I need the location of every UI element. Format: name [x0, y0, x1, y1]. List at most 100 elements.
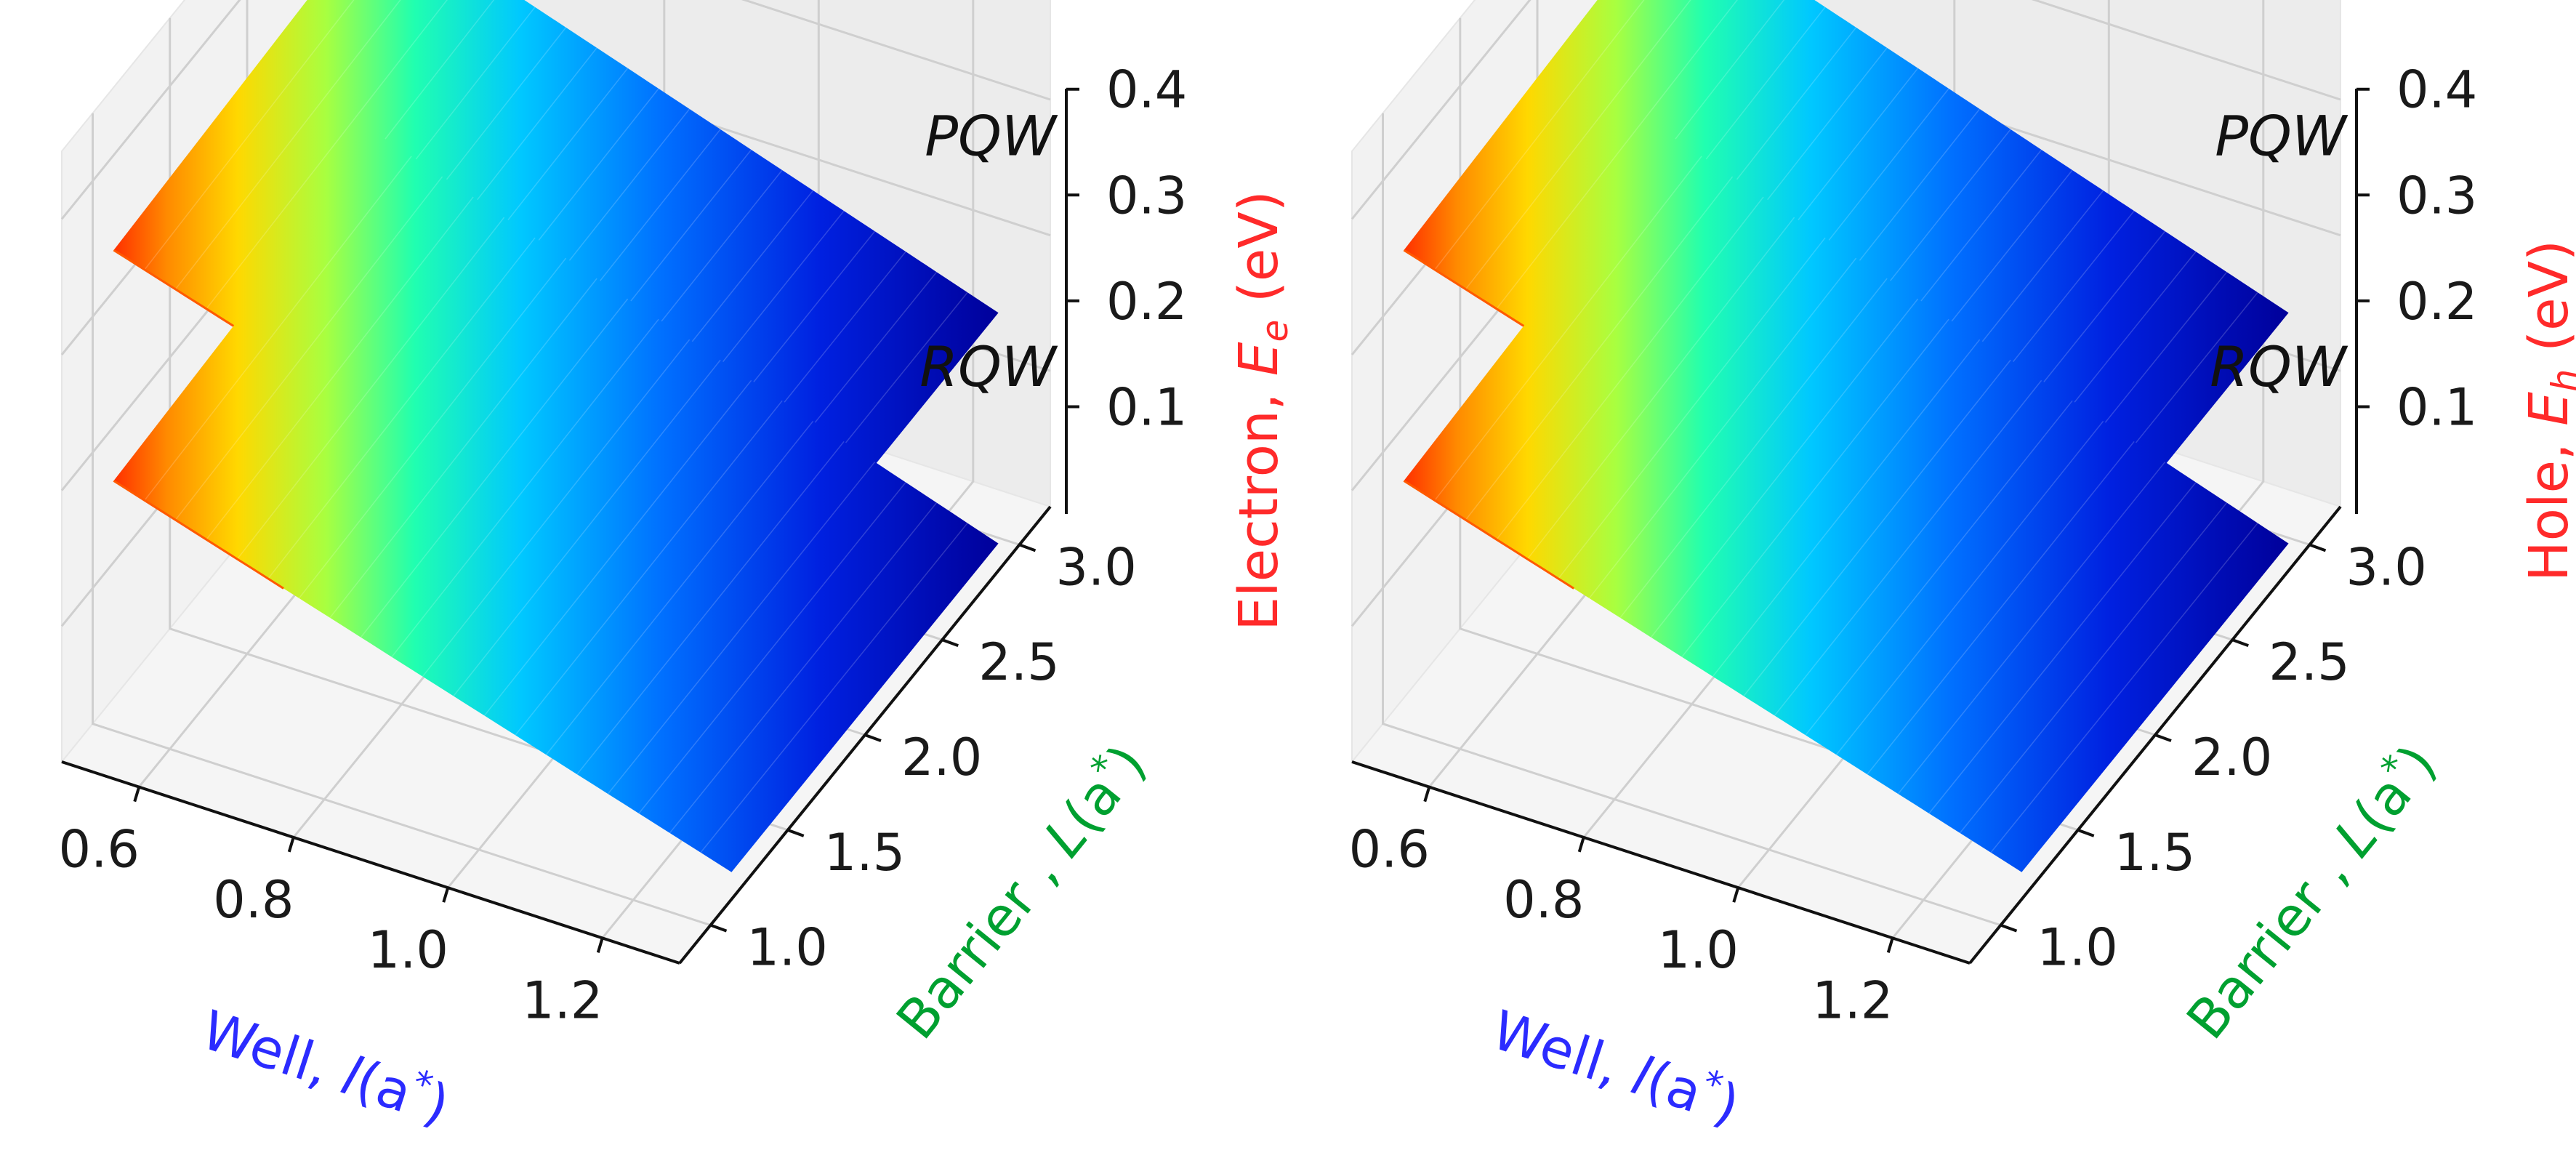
surface-mesh-line — [391, 318, 659, 658]
gridline-energy — [60, 0, 241, 220]
surface-mesh-line — [453, 359, 721, 696]
barrier-tick-label: 1.0 — [2037, 918, 2118, 978]
barrier-tick-label: 3.0 — [1056, 537, 1137, 597]
barrier-tick-label: 1.5 — [2114, 823, 2195, 882]
surface-mesh-line — [1712, 339, 1981, 678]
well-tick — [1886, 937, 1894, 953]
surface-mesh-line — [638, 482, 906, 814]
surface-edge — [1403, 480, 1575, 590]
surface-mesh-line — [206, 0, 448, 310]
surface-rqw-mesh — [1404, 135, 2289, 872]
well-tick-label: 0.6 — [1349, 820, 1430, 880]
surface-mesh-line — [1835, 420, 2104, 755]
series-label-pqw: PQW — [925, 104, 1058, 169]
surface-mesh-line — [1774, 379, 2042, 716]
well-axis-title: Well, l(a*) — [1484, 994, 1747, 1137]
surface-mesh-line — [1558, 237, 1826, 579]
energy-axis-title: Electron, Ee (eV) — [1228, 190, 1296, 631]
energy-tick-label: 0.2 — [2396, 272, 2477, 331]
surface-mesh-line — [607, 461, 876, 795]
barrier-tick — [941, 638, 959, 648]
surface-mesh-line — [206, 196, 474, 540]
barrier-tick-label: 2.5 — [2269, 632, 2349, 692]
energy-tick-label: 0.1 — [1106, 378, 1187, 438]
surface-rqw — [1403, 135, 2289, 872]
surface-rqw — [113, 135, 999, 872]
well-tick-label: 1.2 — [1812, 970, 1893, 1030]
surface-mesh-line — [174, 176, 443, 520]
energy-tick-label: 0.3 — [2396, 166, 2477, 225]
surface-mesh-line — [1496, 196, 1764, 540]
surface-mesh-line — [1465, 176, 1734, 520]
series-label-rqw: RQW — [2210, 334, 2348, 399]
surface-mesh-line — [515, 400, 783, 736]
series-label-pqw: PQW — [2215, 104, 2348, 169]
surface-mesh-line — [1743, 359, 2011, 696]
surface-mesh-line — [1434, 156, 1702, 501]
well-tick — [1732, 887, 1740, 903]
well-tick — [596, 937, 604, 953]
barrier-tick-label: 2.0 — [901, 728, 982, 787]
surface-mesh-line — [360, 298, 629, 638]
barrier-tick — [2309, 543, 2327, 552]
surface-mesh-line — [483, 379, 752, 716]
surface-mesh-line — [700, 523, 968, 853]
barrier-tick — [709, 923, 728, 933]
surface-mesh-line — [1650, 298, 1919, 638]
surface-mesh-line — [1959, 502, 2228, 834]
electron-energy-chart: PQW RQW 0.6 0.8 1.0 1.2 1.0 1.5 2.0 2.5 3.0 0.1 0.2 0… — [59, 0, 1296, 1137]
well-axis-line — [1351, 760, 1971, 965]
well-tick-label: 1.0 — [368, 920, 448, 980]
well-tick-label: 1.2 — [522, 970, 603, 1030]
well-tick-label: 0.8 — [213, 870, 294, 930]
surface-mesh-line — [1990, 523, 2258, 853]
energy-axis-title: Hole, Eh (eV) — [2518, 240, 2576, 582]
well-tick-label: 1.0 — [1658, 920, 1739, 980]
barrier-tick — [2077, 828, 2095, 837]
energy-tick-label: 0.4 — [1106, 60, 1187, 120]
surface-mesh-line — [1805, 400, 2073, 736]
surface-mesh-line — [236, 217, 505, 560]
surface-mesh-line — [267, 237, 536, 579]
well-axis-title: Well, l(a*) — [194, 994, 457, 1137]
surface-mesh-line — [1897, 461, 2166, 795]
surface-mesh-line — [1465, 0, 1691, 290]
well-tick — [133, 787, 141, 803]
surface-mesh-line — [1928, 482, 2197, 814]
well-axis-line — [61, 760, 680, 965]
gridline-energy — [1351, 0, 1531, 220]
barrier-tick-label: 1.5 — [824, 823, 905, 882]
barrier-tick-label: 3.0 — [2346, 537, 2427, 597]
surface-mesh-line — [1496, 0, 1738, 310]
surface-mesh-line — [1619, 278, 1888, 619]
surface-edge — [113, 480, 284, 590]
surface-mesh-line — [1434, 0, 1645, 270]
barrier-tick-label: 2.5 — [978, 632, 1059, 692]
surface-mesh-line — [545, 420, 814, 755]
surface-mesh-line — [329, 278, 597, 619]
well-tick — [1577, 837, 1585, 853]
well-tick-label: 0.6 — [59, 820, 140, 880]
barrier-tick-label: 2.0 — [2191, 728, 2272, 787]
well-tick — [442, 887, 450, 903]
barrier-tick — [2000, 923, 2018, 933]
well-tick — [287, 837, 295, 853]
barrier-tick — [2231, 638, 2249, 648]
surface-mesh-line — [1681, 318, 1949, 658]
energy-tick-label: 0.1 — [2396, 378, 2477, 438]
surface-mesh-line — [174, 0, 401, 290]
barrier-tick — [2154, 733, 2172, 742]
well-tick — [1423, 787, 1431, 803]
surface-mesh-line — [576, 441, 845, 775]
surface-mesh-line — [144, 156, 412, 501]
barrier-tick — [1018, 543, 1037, 552]
energy-tick-label: 0.4 — [2396, 60, 2477, 120]
surface-mesh-line — [1867, 441, 2135, 775]
surface-mesh-line — [144, 0, 355, 270]
series-label-rqw: RQW — [919, 334, 1058, 399]
hole-energy-chart: PQW RQW 0.6 0.8 1.0 1.2 1.0 1.5 2.0 2.5 3.0 0.1 0.2 0… — [1349, 0, 2576, 1137]
surface-mesh-line — [422, 339, 691, 678]
barrier-tick — [787, 828, 805, 837]
energy-tick-label: 0.3 — [1106, 166, 1187, 225]
